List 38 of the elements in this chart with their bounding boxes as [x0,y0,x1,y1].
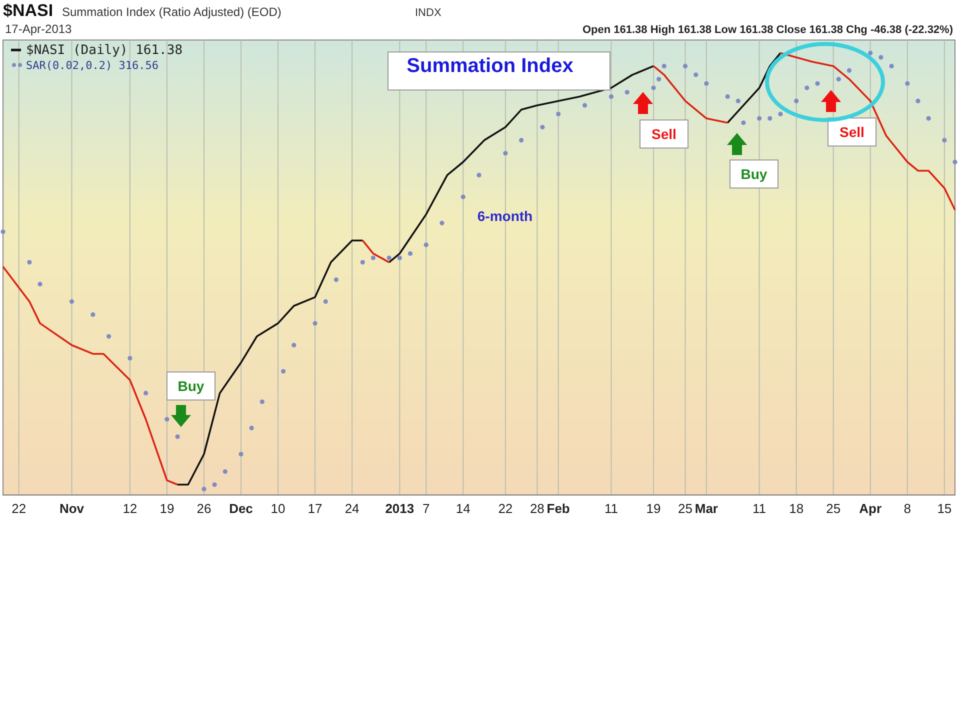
x-tick-label: 17 [308,501,322,516]
annotation: 6-month [477,208,533,224]
annotation: Buy [740,166,768,182]
x-tick-label: Feb [546,501,570,516]
x-tick-label: Dec [229,501,253,516]
text: Open 161.38 High 161.38 Low 161.38 Close 161.38 Chg -46.38 (-22.32%) [582,24,954,36]
x-tick-label: 24 [344,501,360,516]
x-tick-label: 11 [752,501,766,516]
x-tick-label: Mar [694,501,718,516]
x-tick-label: 18 [789,501,804,516]
x-tick-label: Nov [59,501,85,516]
x-tick-label: 10 [270,501,286,516]
x-tick-label: 19 [160,501,174,516]
x-tick-label: 19 [646,501,661,516]
x-tick-label: 14 [456,501,470,516]
x-tick-label: 22 [12,501,26,516]
x-tick-label: 8 [904,501,912,516]
annotation: Summation Index [406,55,574,77]
x-tick-label: 25 [678,501,692,516]
x-tick-label: Apr [859,501,882,516]
annotation: Sell [652,126,676,142]
x-tick-label: 11 [604,501,618,516]
legend-label: SAR(0.02,0.2) 316.56 [26,59,158,72]
chart-title: $NASI [3,1,54,20]
x-tick-label: 28 [530,501,544,516]
x-tick-label: 15 [937,501,952,516]
text: INDX [415,7,442,19]
x-tick-label: 26 [196,501,212,516]
x-tick-label: 2013 [385,501,414,516]
text: 17-Apr-2013 [5,22,72,36]
chart-subtitle: Summation Index (Ratio Adjusted) (EOD) [62,5,282,19]
annotation: Sell [840,124,864,140]
annotation: Buy [178,378,204,394]
legend-label: $NASI (Daily) 161.38 [26,43,183,58]
x-tick-label: 7 [422,501,430,516]
x-tick-label: 12 [122,501,138,516]
x-tick-label: 25 [826,501,841,516]
x-tick-label: 22 [498,501,513,516]
